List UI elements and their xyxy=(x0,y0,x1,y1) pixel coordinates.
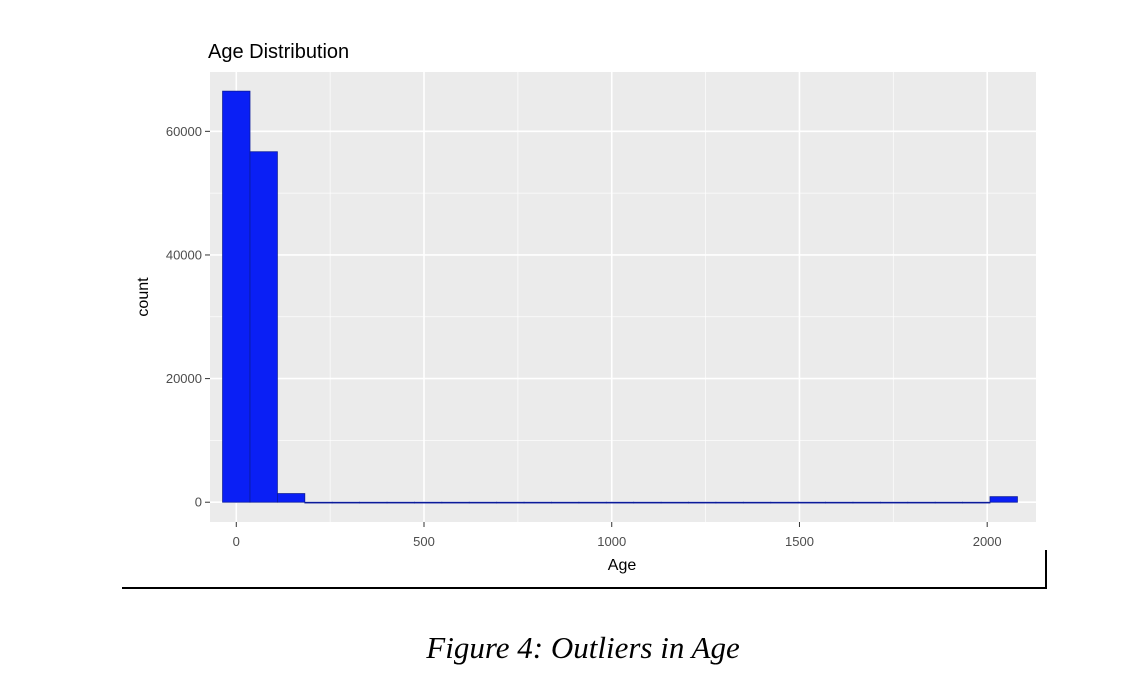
histogram-bar xyxy=(797,501,826,504)
histogram-bar xyxy=(386,501,415,504)
y-tick-label: 0 xyxy=(195,495,202,510)
histogram-bar xyxy=(715,501,744,504)
histogram-bar xyxy=(578,501,607,504)
x-tick-label: 0 xyxy=(233,534,240,549)
histogram-bar xyxy=(825,501,854,504)
figure-caption: Figure 4: Outliers in Age xyxy=(426,630,740,665)
histogram-bar xyxy=(852,501,881,504)
histogram-bar xyxy=(907,501,936,504)
histogram-bar xyxy=(934,501,963,504)
histogram-bar xyxy=(441,501,470,504)
histogram-bar xyxy=(468,501,498,504)
histogram-bar xyxy=(331,501,361,504)
y-tick-label: 20000 xyxy=(166,371,202,386)
histogram-bar xyxy=(605,501,635,504)
x-tick-label: 2000 xyxy=(973,534,1002,549)
x-axis-title: Age xyxy=(608,557,637,574)
histogram-bar xyxy=(523,501,552,504)
histogram-bar xyxy=(551,501,580,504)
y-tick-label: 40000 xyxy=(166,247,202,262)
histogram-bar xyxy=(879,501,909,504)
histogram-bar xyxy=(633,501,662,504)
y-axis-ticks: 0 20000 40000 60000 xyxy=(166,124,210,510)
histogram-bars xyxy=(222,90,1018,504)
histogram-bar xyxy=(359,501,388,504)
histogram-bar xyxy=(414,501,443,504)
plot-panel xyxy=(210,72,1036,522)
histogram-bar xyxy=(742,501,772,504)
histogram-bar xyxy=(496,501,525,504)
histogram-bar xyxy=(770,501,799,504)
chart-title: Age Distribution xyxy=(208,41,349,63)
histogram-bar xyxy=(989,496,1018,503)
histogram-bar xyxy=(276,493,306,503)
x-tick-label: 1500 xyxy=(785,534,814,549)
y-axis-title: count xyxy=(135,277,152,317)
x-axis-ticks: 0 500 1000 1500 2000 xyxy=(233,522,1002,549)
histogram-bar xyxy=(688,501,717,504)
histogram-bar xyxy=(962,501,991,504)
x-tick-label: 1000 xyxy=(597,534,626,549)
x-tick-label: 500 xyxy=(413,534,435,549)
histogram-bar xyxy=(249,151,278,503)
y-tick-label: 60000 xyxy=(166,124,202,139)
histogram-bar xyxy=(304,501,333,504)
histogram-bar xyxy=(222,90,251,503)
histogram-bar xyxy=(660,501,689,504)
